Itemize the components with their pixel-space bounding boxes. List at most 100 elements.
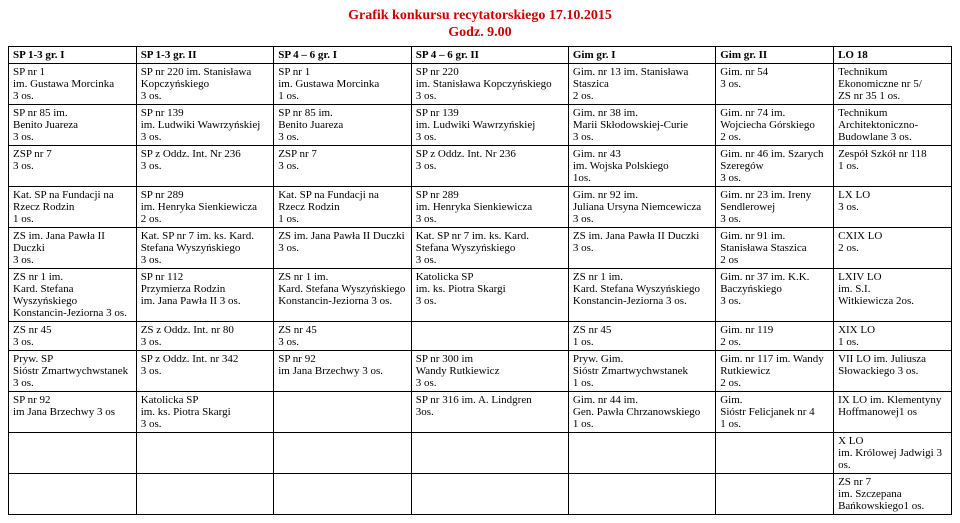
table-cell: Pryw. SP Sióstr Zmartwychwstanek 3 os.	[9, 350, 137, 391]
table-cell: VII LO im. Juliusza Słowackiego 3 os.	[834, 350, 952, 391]
table-cell: ZS nr 45 1 os.	[568, 321, 715, 350]
table-cell: ZS im. Jana Pawła II Duczki 3 os.	[274, 227, 412, 268]
table-cell	[568, 473, 715, 514]
table-cell: XIX LO 1 os.	[834, 321, 952, 350]
table-cell	[274, 473, 412, 514]
table-cell: Gim. nr 46 im. Szarych Szeregów 3 os.	[716, 145, 834, 186]
table-cell: SP nr 220 im. Stanisława Kopczyńskiego 3…	[411, 63, 568, 104]
table-cell: Kat. SP nr 7 im. ks. Kard. Stefana Wyszy…	[136, 227, 274, 268]
table-cell: Gim. nr 23 im. Ireny Sendlerowej 3 os.	[716, 186, 834, 227]
table-cell: Gim. nr 13 im. Stanisława Staszica 2 os.	[568, 63, 715, 104]
table-cell: Pryw. Gim. Sióstr Zmartwychwstanek 1 os.	[568, 350, 715, 391]
page-title: Grafik konkursu recytatorskiego 17.10.20…	[8, 8, 952, 42]
table-cell: Gim. nr 54 3 os.	[716, 63, 834, 104]
table-cell: Technikum Architektoniczno-Budowlane 3 o…	[834, 104, 952, 145]
table-cell: ZS nr 1 im. Kard. Stefana Wyszyńskiego K…	[9, 268, 137, 321]
table-row: ZSP nr 7 3 os.SP z Oddz. Int. Nr 236 3 o…	[9, 145, 952, 186]
col-header: SP 1-3 gr. I	[9, 46, 137, 63]
table-cell: SP nr 289 im. Henryka Sienkiewicza 2 os.	[136, 186, 274, 227]
table-cell	[716, 432, 834, 473]
title-line-2: Godz. 9.00	[8, 25, 952, 42]
table-cell: SP nr 300 im Wandy Rutkiewicz 3 os.	[411, 350, 568, 391]
table-header-row: SP 1-3 gr. I SP 1-3 gr. II SP 4 – 6 gr. …	[9, 46, 952, 63]
table-cell: LXIV LO im. S.I. Witkiewicza 2os.	[834, 268, 952, 321]
table-row: SP nr 92 im Jana Brzechwy 3 osKatolicka …	[9, 391, 952, 432]
table-cell: Zespół Szkół nr 118 1 os.	[834, 145, 952, 186]
table-cell	[411, 321, 568, 350]
table-cell: ZS nr 1 im. Kard. Stefana Wyszyńskiego K…	[568, 268, 715, 321]
table-cell: SP nr 92 im Jana Brzechwy 3 os.	[274, 350, 412, 391]
schedule-table: SP 1-3 gr. I SP 1-3 gr. II SP 4 – 6 gr. …	[8, 46, 952, 515]
table-cell: Gim. nr 43 im. Wojska Polskiego 1os.	[568, 145, 715, 186]
table-cell	[568, 432, 715, 473]
col-header: SP 4 – 6 gr. II	[411, 46, 568, 63]
table-row: SP nr 85 im. Benito Juareza 3 os.SP nr 1…	[9, 104, 952, 145]
table-row: ZS nr 45 3 os.ZS z Oddz. Int. nr 80 3 os…	[9, 321, 952, 350]
table-cell: Gim. nr 38 im. Marii Skłodowskiej-Curie …	[568, 104, 715, 145]
table-cell: Gim. nr 74 im. Wojciecha Górskiego 2 os.	[716, 104, 834, 145]
table-cell: ZS im. Jana Pawła II Duczki 3 os.	[568, 227, 715, 268]
table-row: Kat. SP na Fundacji na Rzecz Rodzin 1 os…	[9, 186, 952, 227]
table-cell: Kat. SP na Fundacji na Rzecz Rodzin 1 os…	[9, 186, 137, 227]
table-cell: SP nr 289 im. Henryka Sienkiewicza 3 os.	[411, 186, 568, 227]
table-cell: X LO im. Królowej Jadwigi 3 os.	[834, 432, 952, 473]
table-cell: CXIX LO 2 os.	[834, 227, 952, 268]
table-cell: ZS nr 1 im. Kard. Stefana Wyszyńskiego K…	[274, 268, 412, 321]
table-cell: ZS z Oddz. Int. nr 80 3 os.	[136, 321, 274, 350]
table-cell: SP nr 139 im. Ludwiki Wawrzyńskiej 3 os.	[136, 104, 274, 145]
table-cell: Kat. SP na Fundacji na Rzecz Rodzin 1 os…	[274, 186, 412, 227]
table-cell: ZS nr 45 3 os.	[274, 321, 412, 350]
table-cell: SP z Oddz. Int. nr 342 3 os.	[136, 350, 274, 391]
table-cell: SP nr 139 im. Ludwiki Wawrzyńskiej 3 os.	[411, 104, 568, 145]
table-cell: Gim. nr 117 im. Wandy Rutkiewicz 2 os.	[716, 350, 834, 391]
table-cell: Gim. nr 91 im. Stanisława Staszica 2 os	[716, 227, 834, 268]
table-cell: Gim. nr 37 im. K.K. Baczyńskiego 3 os.	[716, 268, 834, 321]
table-cell	[274, 432, 412, 473]
table-cell: ZS nr 7 im. Szczepana Bańkowskiego1 os.	[834, 473, 952, 514]
table-cell: SP nr 316 im. A. Lindgren 3os.	[411, 391, 568, 432]
table-cell: Katolicka SP im. ks. Piotra Skargi 3 os.	[411, 268, 568, 321]
table-cell: LX LO 3 os.	[834, 186, 952, 227]
table-cell: Kat. SP nr 7 im. ks. Kard. Stefana Wyszy…	[411, 227, 568, 268]
table-cell: SP nr 112 Przymierza Rodzin im. Jana Paw…	[136, 268, 274, 321]
table-row: ZS im. Jana Pawła II Duczki 3 os.Kat. SP…	[9, 227, 952, 268]
table-cell: Technikum Ekonomiczne nr 5/ ZS nr 35 1 o…	[834, 63, 952, 104]
table-cell: Gim. nr 44 im. Gen. Pawła Chrzanowskiego…	[568, 391, 715, 432]
table-cell	[274, 391, 412, 432]
table-cell: SP nr 1 im. Gustawa Morcinka 1 os.	[274, 63, 412, 104]
table-cell: Katolicka SP im. ks. Piotra Skargi 3 os.	[136, 391, 274, 432]
col-header: LO 18	[834, 46, 952, 63]
table-cell: Gim. nr 92 im. Juliana Ursyna Niemcewicz…	[568, 186, 715, 227]
col-header: Gim gr. II	[716, 46, 834, 63]
table-row: X LO im. Królowej Jadwigi 3 os.	[9, 432, 952, 473]
table-row: ZS nr 1 im. Kard. Stefana Wyszyńskiego K…	[9, 268, 952, 321]
table-row: Pryw. SP Sióstr Zmartwychwstanek 3 os.SP…	[9, 350, 952, 391]
table-cell	[136, 432, 274, 473]
table-row: ZS nr 7 im. Szczepana Bańkowskiego1 os.	[9, 473, 952, 514]
table-cell	[716, 473, 834, 514]
table-cell: SP z Oddz. Int. Nr 236 3 os.	[411, 145, 568, 186]
col-header: Gim gr. I	[568, 46, 715, 63]
table-cell	[9, 473, 137, 514]
table-cell: ZS im. Jana Pawła II Duczki 3 os.	[9, 227, 137, 268]
table-cell: SP nr 1 im. Gustawa Morcinka 3 os.	[9, 63, 137, 104]
table-cell: SP nr 92 im Jana Brzechwy 3 os	[9, 391, 137, 432]
table-cell	[411, 473, 568, 514]
table-cell: ZS nr 45 3 os.	[9, 321, 137, 350]
table-cell: SP z Oddz. Int. Nr 236 3 os.	[136, 145, 274, 186]
table-cell	[411, 432, 568, 473]
col-header: SP 1-3 gr. II	[136, 46, 274, 63]
table-row: SP nr 1 im. Gustawa Morcinka 3 os.SP nr …	[9, 63, 952, 104]
table-cell: SP nr 85 im. Benito Juareza 3 os.	[9, 104, 137, 145]
table-cell: SP nr 220 im. Stanisława Kopczyńskiego 3…	[136, 63, 274, 104]
table-cell: Gim. nr 119 2 os.	[716, 321, 834, 350]
table-cell: ZSP nr 7 3 os.	[9, 145, 137, 186]
table-cell	[9, 432, 137, 473]
table-cell: Gim. Sióstr Felicjanek nr 4 1 os.	[716, 391, 834, 432]
title-line-1: Grafik konkursu recytatorskiego 17.10.20…	[8, 8, 952, 25]
table-cell: IX LO im. Klementyny Hoffmanowej1 os	[834, 391, 952, 432]
table-cell	[136, 473, 274, 514]
table-cell: ZSP nr 7 3 os.	[274, 145, 412, 186]
col-header: SP 4 – 6 gr. I	[274, 46, 412, 63]
table-cell: SP nr 85 im. Benito Juareza 3 os.	[274, 104, 412, 145]
